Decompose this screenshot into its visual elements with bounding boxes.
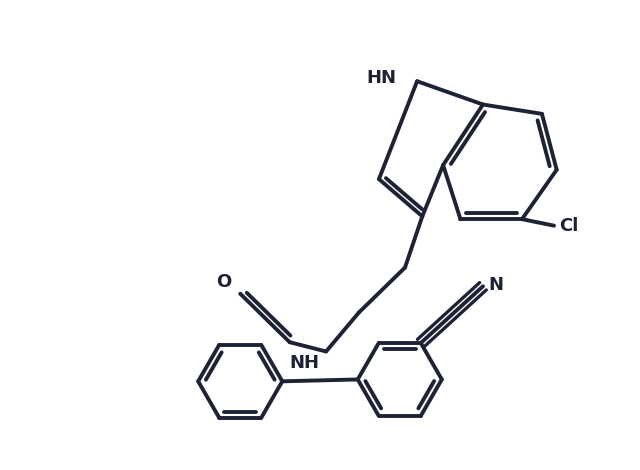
Text: O: O (216, 273, 232, 291)
Text: HN: HN (367, 69, 397, 87)
Text: NH: NH (289, 354, 319, 372)
Text: Cl: Cl (559, 217, 578, 235)
Text: N: N (489, 276, 504, 294)
